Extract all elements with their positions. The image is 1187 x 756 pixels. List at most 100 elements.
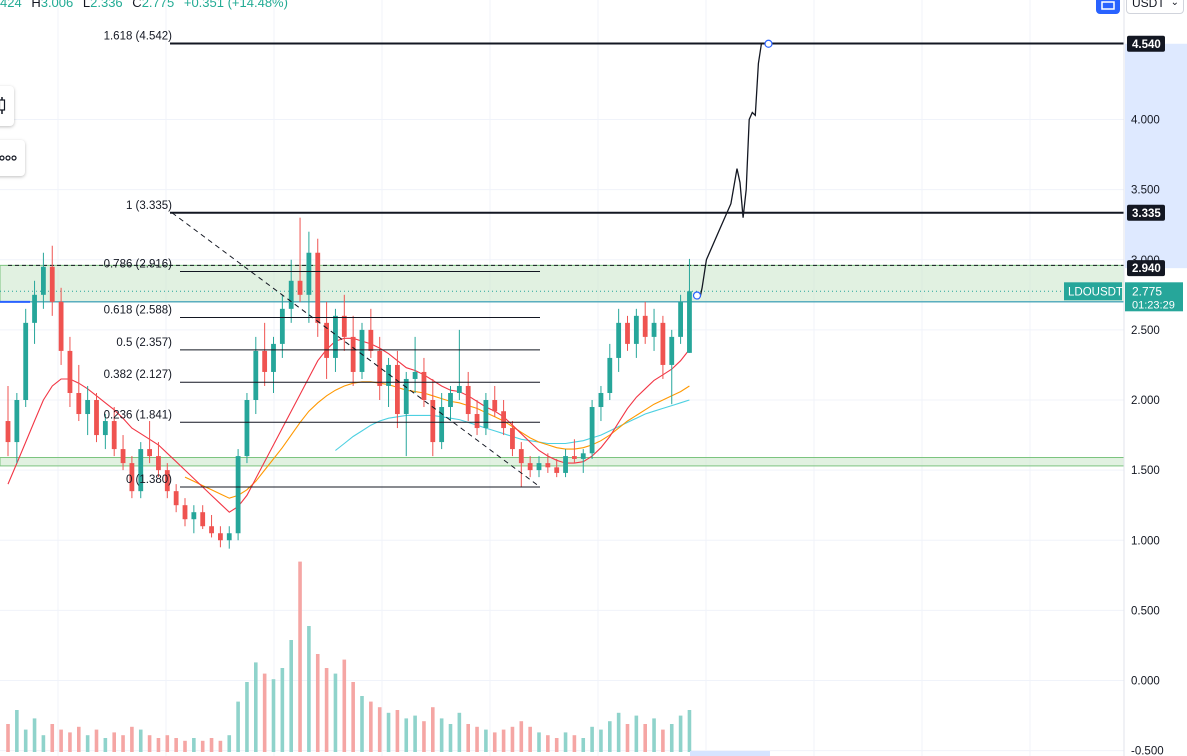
price-tick-label: 0.500: [1131, 605, 1160, 617]
volume-bar: [103, 738, 108, 752]
candle-body: [430, 400, 436, 443]
candle: [253, 336, 259, 415]
candle-body: [5, 421, 11, 443]
candle: [430, 378, 436, 457]
price-scale-button[interactable]: [1096, 0, 1120, 14]
fib-level-label: 0.382 (2.127): [104, 369, 173, 381]
candle-body: [350, 336, 356, 372]
candle: [129, 456, 135, 499]
candle-body: [465, 385, 471, 415]
candle-body: [23, 322, 29, 400]
candles: [5, 217, 692, 549]
cursor-tool-button[interactable]: [0, 86, 14, 126]
candle-body: [129, 463, 135, 492]
volume-bar: [245, 682, 249, 752]
candle-body: [607, 357, 613, 393]
volume-bar: [315, 654, 320, 752]
candle: [138, 442, 144, 499]
candle: [518, 442, 524, 487]
candle-body: [271, 343, 276, 372]
volume-bar: [59, 729, 63, 752]
volume-bars: [6, 561, 692, 752]
volume-bar: [678, 715, 683, 752]
candle-body: [386, 364, 391, 386]
candle: [271, 336, 276, 393]
volume-bar: [307, 626, 311, 752]
projection-path: [697, 43, 763, 300]
more-tools-button[interactable]: [0, 140, 25, 176]
candle: [377, 336, 383, 400]
candle: [483, 392, 489, 436]
candle-body: [448, 392, 453, 408]
candle: [616, 308, 622, 372]
symbol-tag: [1064, 282, 1122, 301]
candle-body: [439, 407, 445, 443]
volume-bar: [289, 640, 293, 752]
candle: [456, 329, 462, 400]
candle: [191, 505, 197, 534]
volume-bar: [342, 659, 347, 752]
candle-body: [49, 266, 55, 302]
candle-body: [200, 512, 206, 527]
candle: [41, 252, 46, 309]
candle-body: [226, 533, 232, 541]
candle: [279, 294, 285, 358]
ohlc-close-label: C: [132, 0, 142, 10]
volume-bar: [466, 724, 470, 752]
candle: [669, 329, 675, 405]
candle: [306, 231, 312, 323]
candle: [76, 364, 82, 422]
ohlc-close: 2.775: [141, 0, 175, 10]
candle: [85, 385, 91, 436]
volume-bar: [23, 729, 28, 752]
candle-body: [297, 280, 303, 295]
volume-bar: [661, 729, 665, 752]
ohlc-legend: 424 H3.006 L2.336 C2.775 +0.351 (+14.48%…: [0, 0, 288, 10]
candle-body: [421, 371, 427, 400]
volume-bar: [546, 735, 550, 752]
candle: [554, 458, 560, 478]
candle: [288, 259, 294, 323]
candle-body: [510, 428, 515, 450]
candle-body: [279, 308, 285, 344]
candle-body: [492, 400, 498, 412]
candle: [403, 371, 409, 457]
price-tag: [1127, 260, 1165, 277]
candle: [598, 385, 604, 422]
volume-bar: [634, 715, 639, 752]
volume-bar: [404, 718, 409, 752]
volume-bar: [254, 662, 258, 752]
candle: [678, 294, 683, 344]
currency-select[interactable]: USDT ⌄: [1126, 0, 1184, 14]
volume-bar: [395, 710, 400, 752]
candle: [297, 217, 303, 302]
volume-bar: [492, 732, 497, 752]
candle-body: [76, 392, 82, 415]
candle: [120, 435, 126, 471]
fib-level-label: 0.618 (2.588): [104, 305, 173, 317]
ma-line-red: [7, 337, 690, 513]
symbol-tag-label: LDOUSDT: [1068, 286, 1123, 298]
volume-bar: [298, 561, 302, 752]
candle: [607, 343, 613, 400]
candle-body: [244, 400, 250, 457]
candle-body: [209, 526, 214, 534]
candle-body: [536, 463, 542, 471]
price-tag-label: 4.540: [1132, 39, 1161, 51]
candle: [395, 350, 400, 429]
candle: [156, 442, 161, 478]
candle: [94, 392, 99, 443]
volume-bar: [439, 718, 444, 752]
candle: [536, 456, 542, 478]
fib-level-label: 0.236 (1.841): [104, 409, 173, 421]
candle-body: [164, 470, 170, 492]
candle: [359, 322, 365, 379]
scale-icon: [1101, 1, 1115, 10]
candle: [563, 449, 568, 478]
currency-value: USDT: [1132, 0, 1165, 10]
time-range-highlight: [690, 751, 770, 756]
price-tag: [1127, 204, 1165, 221]
candle: [492, 385, 498, 417]
